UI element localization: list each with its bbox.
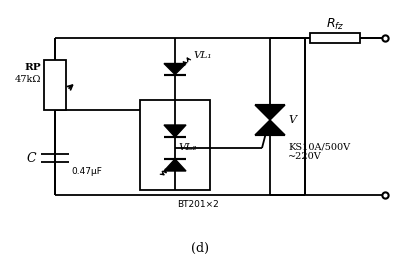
Bar (140, 100, 210, 190)
Text: $R_{fz}$: $R_{fz}$ (326, 16, 344, 32)
Text: C: C (26, 152, 36, 165)
Polygon shape (164, 63, 186, 75)
Text: VL₂: VL₂ (178, 144, 196, 153)
Text: (d): (d) (191, 242, 209, 255)
Polygon shape (255, 120, 285, 135)
Polygon shape (164, 125, 186, 137)
Text: RP: RP (24, 63, 41, 73)
Bar (44, 60, 66, 110)
Polygon shape (164, 159, 186, 171)
Text: BT201×2: BT201×2 (177, 200, 219, 209)
Text: 47kΩ: 47kΩ (14, 76, 41, 85)
Polygon shape (255, 105, 285, 120)
Bar (310, 33, 360, 43)
Text: KS10A/500V
~220V: KS10A/500V ~220V (288, 142, 350, 161)
Text: V: V (288, 115, 296, 125)
Text: 0.47μF: 0.47μF (71, 168, 102, 177)
Text: VL₁: VL₁ (193, 51, 211, 60)
